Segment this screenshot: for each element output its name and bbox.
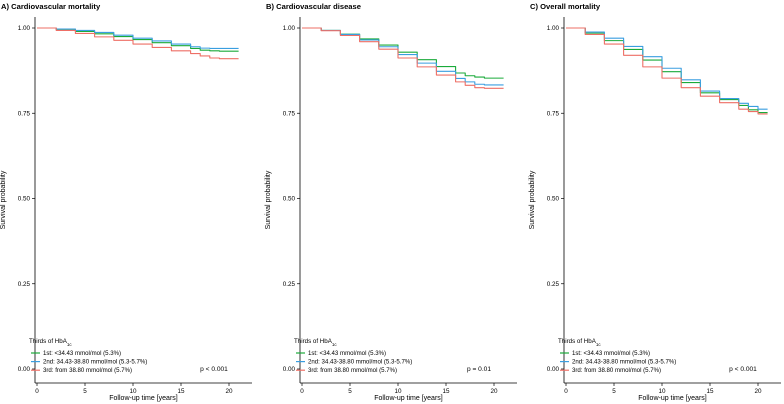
survival-curve-2 (302, 27, 504, 86)
y-tick-label: 1.00 (18, 25, 31, 32)
y-tick-label: 0.00 (18, 366, 31, 373)
legend-label-3: 3rd: from 38.80 mmol/mol (5.7%) (43, 367, 132, 374)
y-axis-title: Survival probability (529, 170, 536, 229)
p-value: p < 0.001 (200, 366, 228, 373)
x-axis-title: Follow-up time [years] (374, 395, 443, 402)
survival-curve-1 (566, 27, 768, 114)
x-tick-label: 20 (754, 388, 762, 395)
x-tick-label: 5 (612, 388, 616, 395)
panel-2: B) Cardiovascular disease 0.00 0.25 0.50 0.7… (265, 2, 517, 402)
x-tick-label: 5 (348, 388, 352, 395)
x-tick-label: 5 (83, 388, 87, 395)
legend-label-2: 2nd: 34.43-38.80 mmol/mol (5.3-5.7%) (572, 359, 676, 366)
legend-label-3: 3rd: from 38.80 mmol/mol (5.7%) (572, 367, 661, 374)
y-tick-label: 0.75 (547, 110, 560, 117)
y-tick-label: 0.25 (547, 281, 560, 288)
x-tick-label: 15 (706, 388, 714, 395)
panel-title: B) Cardiovascular disease (266, 2, 361, 11)
x-tick-label: 15 (177, 388, 185, 395)
x-axis-title: Follow-up time [years] (638, 395, 707, 402)
x-tick-label: 15 (442, 388, 450, 395)
legend-title: Thirds of HbA1c (29, 338, 72, 347)
x-tick-label: 10 (394, 388, 402, 395)
p-value: p = 0.01 (467, 366, 491, 373)
y-axis-title: Survival probability (0, 170, 7, 229)
legend-label-1: 1st: <34.43 mmol/mol (5.3%) (308, 350, 386, 357)
panel-title: A) Cardiovascular mortality (1, 2, 101, 11)
legend-title: Thirds of HbA1c (294, 338, 337, 347)
survival-curve-3 (302, 27, 504, 89)
x-tick-label: 10 (658, 388, 666, 395)
x-tick-label: 0 (35, 388, 39, 395)
y-axis-title: Survival probability (265, 170, 272, 229)
x-axis-title: Follow-up time [years] (109, 395, 178, 402)
y-tick-label: 0.50 (283, 196, 296, 203)
legend-label-1: 1st: <34.43 mmol/mol (5.3%) (43, 350, 121, 357)
y-tick-label: 0.00 (547, 366, 560, 373)
p-value: p < 0.001 (729, 366, 757, 373)
y-tick-label: 0.25 (283, 281, 296, 288)
y-tick-label: 0.00 (283, 366, 296, 373)
survival-curve-2 (37, 27, 239, 50)
x-tick-label: 10 (129, 388, 137, 395)
panel-1: A) Cardiovascular mortality 0.00 0.25 0.50 0… (0, 2, 252, 402)
y-tick-label: 1.00 (283, 25, 296, 32)
survival-curve-3 (566, 27, 768, 115)
x-tick-label: 20 (225, 388, 233, 395)
survival-curve-3 (37, 27, 239, 60)
y-tick-label: 0.50 (18, 196, 31, 203)
legend-label-2: 2nd: 34.43-38.80 mmol/mol (5.3-5.7%) (308, 359, 412, 366)
legend-title: Thirds of HbA1c (558, 338, 601, 347)
x-tick-label: 20 (490, 388, 498, 395)
legend-label-2: 2nd: 34.43-38.80 mmol/mol (5.3-5.7%) (43, 359, 147, 366)
panel-3: C) Overall mortality 0.00 0.25 0.50 0.75 1.00… (529, 2, 781, 402)
x-tick-label: 0 (300, 388, 304, 395)
y-tick-label: 1.00 (547, 25, 560, 32)
survival-curve-1 (302, 27, 504, 79)
legend-label-3: 3rd: from 38.80 mmol/mol (5.7%) (308, 367, 397, 374)
survival-curve-2 (566, 27, 768, 110)
y-tick-label: 0.25 (18, 281, 31, 288)
y-tick-label: 0.75 (283, 110, 296, 117)
panel-title: C) Overall mortality (530, 2, 601, 11)
x-tick-label: 0 (564, 388, 568, 395)
y-tick-label: 0.50 (547, 196, 560, 203)
legend-label-1: 1st: <34.43 mmol/mol (5.3%) (572, 350, 650, 357)
y-tick-label: 0.75 (18, 110, 31, 117)
